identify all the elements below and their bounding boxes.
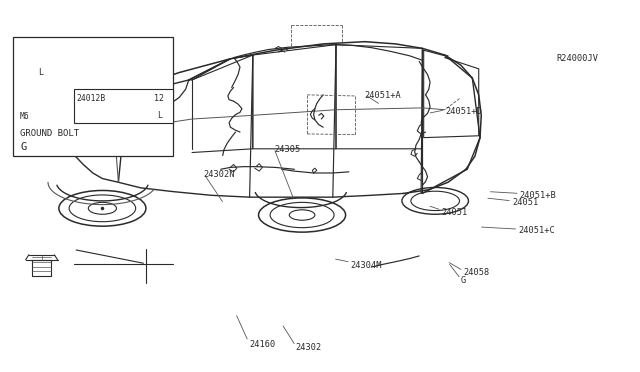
Text: R24000JV: R24000JV xyxy=(557,54,599,63)
Text: 24051: 24051 xyxy=(512,198,538,207)
Text: G: G xyxy=(461,276,466,285)
Text: 24304M: 24304M xyxy=(351,262,382,270)
Text: 24160: 24160 xyxy=(250,340,276,349)
Text: 24012B: 24012B xyxy=(76,94,106,103)
Text: GROUND BOLT: GROUND BOLT xyxy=(20,129,79,138)
Text: L: L xyxy=(157,111,162,120)
Text: 24051+A: 24051+A xyxy=(365,92,401,100)
Text: G: G xyxy=(20,142,27,152)
Text: L: L xyxy=(38,68,44,77)
Text: M6: M6 xyxy=(19,112,29,121)
Text: 24058: 24058 xyxy=(463,268,490,277)
Bar xyxy=(13,37,173,156)
Text: 24051: 24051 xyxy=(442,208,468,217)
Text: 24051+D: 24051+D xyxy=(445,107,482,116)
Text: 24302N: 24302N xyxy=(204,170,235,179)
Text: 12: 12 xyxy=(154,94,164,103)
Text: 24302: 24302 xyxy=(296,343,322,352)
Text: 24051+C: 24051+C xyxy=(518,226,555,235)
Text: 24051+B: 24051+B xyxy=(520,191,556,200)
Bar xyxy=(74,89,173,123)
Text: 24305: 24305 xyxy=(274,145,300,154)
